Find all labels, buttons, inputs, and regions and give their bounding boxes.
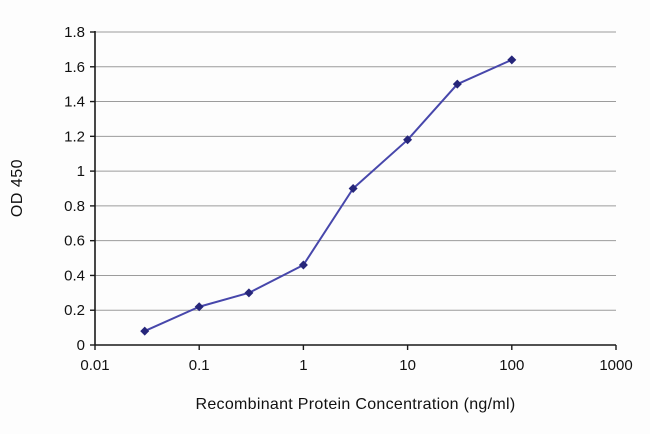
y-tick-label: 0.8 (64, 198, 85, 215)
data-point-marker (244, 288, 254, 298)
data-point-marker (452, 79, 462, 89)
data-line (144, 58, 513, 333)
x-axis-title: Recombinant Protein Concentration (ng/ml… (195, 396, 516, 413)
data-point-marker (348, 184, 358, 193)
x-tick-label: 100 (499, 357, 524, 374)
x-tick-label: 1 (299, 357, 307, 374)
data-point-marker (298, 260, 308, 270)
y-tick-label: 1.8 (64, 24, 85, 41)
x-tick-label: 10 (399, 357, 416, 374)
y-tick-label: 0.4 (64, 267, 85, 284)
data-point-marker (194, 302, 204, 312)
y-tick-label: 0.6 (64, 233, 85, 250)
y-tick-label: 1.4 (64, 94, 85, 111)
y-tick-label: 1 (77, 163, 85, 180)
x-tick-label: 0.1 (189, 357, 210, 374)
x-tick-label: 0.01 (80, 357, 109, 374)
data-point-marker (403, 135, 413, 145)
y-tick-label: 1.2 (64, 128, 85, 145)
data-point-marker (507, 55, 517, 65)
y-tick-label: 0.2 (64, 302, 85, 319)
y-tick-label: 1.6 (64, 59, 85, 76)
y-tick-label: 0 (77, 337, 85, 354)
x-tick-label: 1000 (599, 357, 632, 374)
y-axis-title: OD 450 (9, 158, 26, 218)
data-point-marker (140, 326, 150, 336)
